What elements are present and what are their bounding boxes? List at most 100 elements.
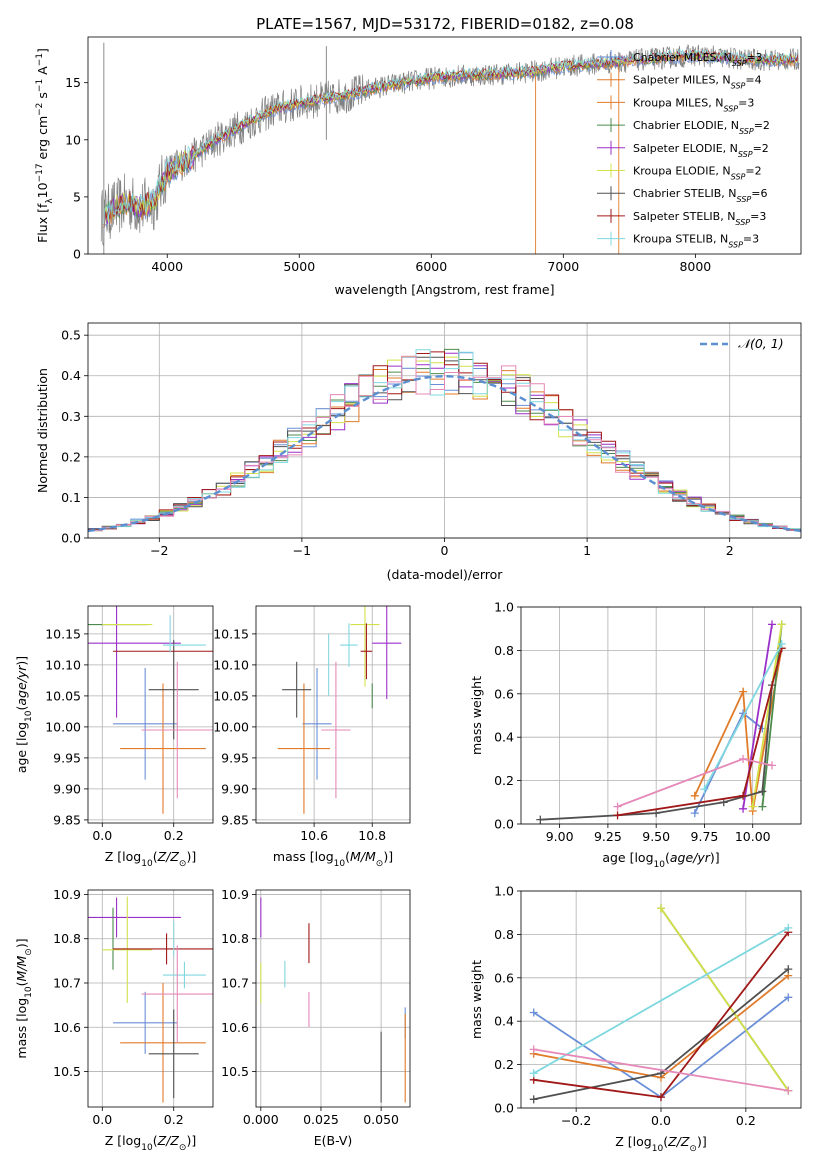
mass_vs_Z-xlabel: Z [log10(Z/Z⊙)] [105, 1133, 196, 1153]
weight_vs_age-frame [520, 606, 802, 825]
age_vs_mass-ytick-label: 9.85 [221, 812, 249, 827]
age_vs_Z-xtick-label: 0.0 [92, 828, 112, 843]
legend-label: Salpeter STELIB, NSSP=3 [633, 210, 766, 227]
mass_vs_EBV-xtick-label: 0.000 [243, 1112, 279, 1127]
mass-weight-marker [758, 787, 767, 796]
weight_vs_Z-ytick-label: 1.0 [494, 884, 514, 899]
age_vs_mass-ytick-label: 10.15 [213, 626, 249, 641]
weight_vs_age-xtick-label: 9.00 [546, 829, 574, 844]
mass-weight-marker [784, 965, 793, 974]
mass-weight-marker [739, 754, 748, 763]
residuals-xtick-label: 2 [726, 543, 734, 558]
mass_vs_Z-xtick-label: 0.0 [92, 1112, 112, 1127]
age_vs_mass-ytick-label: 9.95 [221, 750, 249, 765]
mass-weight-marker [739, 687, 748, 696]
mass-weight-line [533, 927, 789, 1075]
residuals-xlabel: (data-model)/error [387, 567, 504, 582]
age_vs_mass-ytick-label: 10.10 [213, 657, 249, 672]
mass-weight-marker [613, 802, 622, 811]
mass-weight-marker [758, 802, 767, 811]
weight_vs_age-ytick-label: 1.0 [494, 600, 514, 615]
spectrum-ytick-label: 5 [73, 189, 81, 204]
mass-weight-marker [613, 811, 622, 820]
mass-weight-marker [690, 791, 699, 800]
mass-weight-marker [739, 804, 748, 813]
mass-weight-marker [784, 993, 793, 1002]
residuals-ytick-label: 0.5 [61, 328, 81, 343]
mass-weight-marker [529, 1095, 538, 1104]
mass_vs_EBV-ytick-label: 10.9 [221, 887, 249, 902]
weight_vs_Z-xtick-label: −0.2 [561, 1113, 591, 1128]
age_vs_mass-xlabel: mass [log10(M/M⊙)] [273, 849, 393, 869]
legend-label: Kroupa MILES, NSSP=3 [633, 96, 754, 113]
mass-weight-marker [652, 809, 661, 818]
mass_vs_Z-axes: 0.0 0.2 10.5 10.6 10.7 10.8 10.9 Z [log10(Z/Z⊙)… [14, 887, 214, 1153]
mass_vs_EBV-ytick-label: 10.8 [221, 931, 249, 946]
mass_vs_Z-ytick-label: 10.6 [53, 1020, 81, 1035]
spectrum-ylabel: Flux [fλ10−17 erg cm−2 s−1 A−1] [35, 48, 55, 243]
weight_vs_age-ytick-label: 0.2 [494, 773, 514, 788]
age_vs_mass-ytick-label: 9.90 [221, 781, 249, 796]
spectrum-xtick-label: 8000 [679, 259, 711, 274]
age_vs_Z-xtick-label: 0.2 [164, 828, 184, 843]
mass-weight-marker [529, 1069, 538, 1078]
mass_vs_EBV-plot-area [260, 897, 406, 1103]
spectrum-plot-area [100, 42, 800, 254]
weight_vs_Z-xtick-label: 0.0 [651, 1113, 671, 1128]
mass_vs_EBV-xlabel: E(B-V) [314, 1133, 353, 1148]
legend-entry: Salpeter MILES, NSSP=4 [597, 72, 762, 90]
residuals-plot-area [88, 348, 801, 533]
mass-weight-marker [739, 791, 748, 800]
mass-weight-marker [748, 802, 757, 811]
age_vs_mass-frame [255, 605, 411, 824]
mass-weight-line [533, 1048, 789, 1092]
residuals-xtick-label: −2 [150, 543, 168, 558]
mass-weight-marker [768, 761, 777, 770]
weight_vs_age-xtick-label: 10.00 [735, 829, 771, 844]
mass_vs_Z-ytick-label: 10.8 [53, 931, 81, 946]
mass_vs_EBV-ytick-label: 10.7 [221, 976, 249, 991]
residuals-xtick-label: 1 [583, 543, 591, 558]
spectrum-xtick-label: 5000 [283, 259, 315, 274]
age_vs_Z-plot-area [88, 606, 213, 814]
age_vs_mass-xtick-label: 10.8 [358, 828, 386, 843]
weight_vs_age-ytick-label: 0.8 [494, 643, 514, 658]
mass_vs_Z-frame [87, 889, 214, 1108]
figure-title: PLATE=1567, MJD=53172, FIBERID=0182, z=0… [256, 15, 634, 33]
legend-entry: Chabrier MILES, NSSP=3 [597, 50, 763, 68]
spectrum-ytick-label: 10 [65, 132, 81, 147]
age_vs_mass-ytick-label: 10.05 [213, 688, 249, 703]
weight_vs_Z-axes: −0.2 0.0 0.2 0.0 0.2 0.4 0.6 0.8 1.0 Z [log10(Z/Z… [469, 884, 802, 1154]
legend-entry: Kroupa STELIB, NSSP=3 [597, 231, 759, 250]
legend-label: Chabrier ELODIE, NSSP=2 [633, 119, 770, 136]
mass_vs_Z-ytick-label: 10.7 [53, 976, 81, 991]
mass_vs_Z-ytick-label: 10.9 [53, 887, 81, 902]
weight_vs_Z-ytick-label: 0.8 [494, 927, 514, 942]
mass-weight-marker [529, 1008, 538, 1017]
mass-weight-marker [529, 1045, 538, 1054]
weight_vs_age-xtick-label: 9.75 [691, 829, 719, 844]
spectrum-ytick-label: 15 [65, 75, 81, 90]
residuals-ytick-label: 0.2 [61, 449, 81, 464]
weight_vs_Z-ytick-label: 0.2 [494, 1057, 514, 1072]
legend-label: Kroupa STELIB, NSSP=3 [633, 233, 759, 250]
mass-weight-line [761, 624, 783, 807]
mass-weight-marker [784, 923, 793, 932]
mass-weight-marker [784, 1086, 793, 1095]
weight_vs_age-ytick-label: 0.0 [494, 817, 514, 832]
weight_vs_age-ytick-label: 0.4 [494, 730, 514, 745]
weight_vs_age-xlabel: age [log10(age/yr)] [602, 850, 719, 870]
legend-label: 𝒩(0, 1) [738, 336, 784, 351]
spectrum-xlabel: wavelength [Angstrom, rest frame] [334, 282, 554, 297]
mass-weight-marker [700, 785, 709, 794]
legend-entry: Chabrier STELIB, NSSP=6 [597, 186, 767, 204]
model-spectrum-line [103, 49, 799, 225]
age_vs_Z-ylabel: age [log10(age/yr)] [14, 656, 34, 773]
legend-label: Chabrier MILES, NSSP=3 [633, 51, 763, 68]
age_vs_Z-ytick-label: 9.95 [53, 750, 81, 765]
mass_vs_EBV-xtick-label: 0.050 [363, 1112, 399, 1127]
normal-reference-curve [88, 374, 801, 533]
residuals-xtick-label: −1 [293, 543, 311, 558]
weight_vs_age-ytick-label: 0.6 [494, 686, 514, 701]
